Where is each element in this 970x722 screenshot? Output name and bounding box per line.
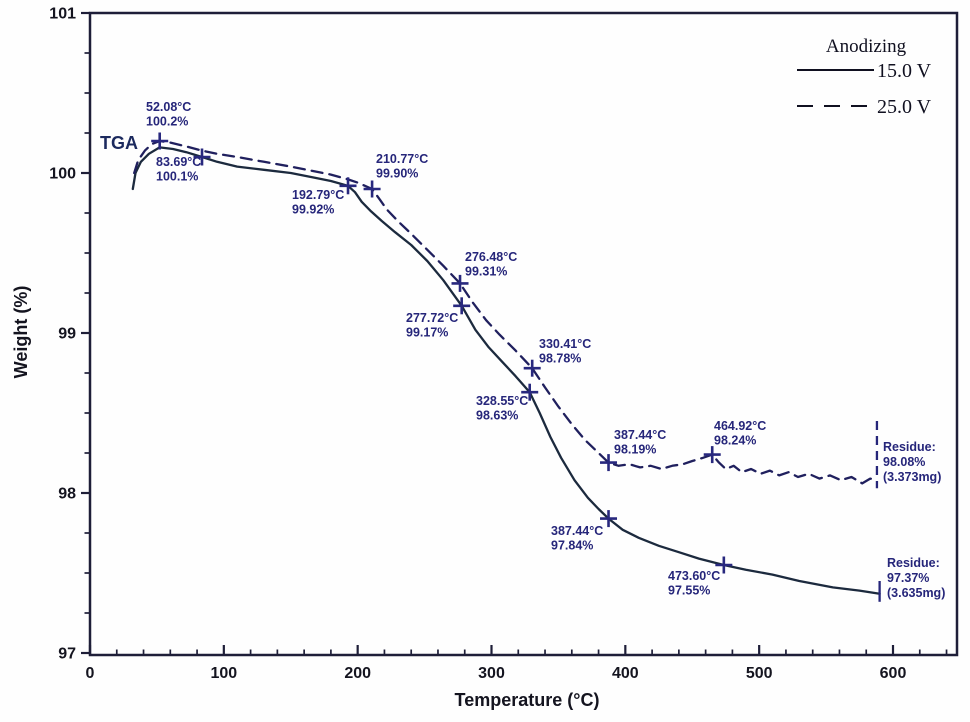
annotation-label: 192.79°C99.92% [292, 188, 344, 217]
x-tick-label: 600 [880, 665, 907, 682]
annotation-line: 328.55°C [476, 394, 528, 408]
annotation-label: 210.77°C99.90% [376, 152, 428, 181]
annotation-line: 99.31% [465, 265, 507, 279]
annotation-label: 473.60°C97.55% [668, 569, 720, 598]
annotation-line: 98.24% [714, 434, 756, 448]
annotation-line: 98.63% [476, 409, 518, 423]
point-marker [523, 359, 541, 377]
point-marker [363, 180, 381, 198]
annotation-line: 99.90% [376, 167, 418, 181]
annotation-line: 276.48°C [465, 250, 517, 264]
annotation-label: 277.72°C99.17% [406, 311, 458, 340]
annotation-line: 97.55% [668, 584, 710, 598]
point-marker [600, 510, 618, 528]
annotation-label: 328.55°C98.63% [476, 394, 528, 423]
annotation-label: 464.92°C98.24% [714, 419, 766, 448]
annotation-line: 100.2% [146, 115, 188, 129]
annotation-line: 387.44°C [614, 428, 666, 442]
x-tick-label: 200 [344, 665, 371, 682]
curve-150v [131, 146, 881, 595]
point-marker [521, 383, 539, 401]
y-axis-title: Weight (%) [11, 286, 31, 379]
annotation-line: 52.08°C [146, 100, 191, 114]
y-tick-label: 98 [58, 486, 76, 503]
annotation-line: 97.84% [551, 539, 593, 553]
x-tick-label: 0 [86, 665, 95, 682]
residue-label-line: Residue: [887, 556, 940, 570]
point-marker [453, 297, 471, 315]
x-axis-title: Temperature (°C) [455, 690, 600, 710]
tga-label: TGA [100, 133, 138, 153]
point-marker [193, 148, 211, 166]
annotation-label: 330.41°C98.78% [539, 337, 591, 366]
annotation-line: 100.1% [156, 170, 198, 184]
plot-frame [88, 11, 959, 657]
residue-label-line: 98.08% [883, 455, 925, 469]
annotation-line: 98.19% [614, 443, 656, 457]
annotation-line: 330.41°C [539, 337, 591, 351]
annotation-line: 98.78% [539, 352, 581, 366]
point-marker [151, 132, 169, 150]
annotation-line: 464.92°C [714, 419, 766, 433]
annotation-label: 276.48°C99.31% [465, 250, 517, 279]
y-axis: 97 98 99 100 101 [49, 6, 90, 663]
annotation-line: 210.77°C [376, 152, 428, 166]
x-tick-label: 400 [612, 665, 639, 682]
point-marker [451, 274, 469, 292]
annotation-line: 83.69°C [156, 155, 201, 169]
legend-entry-label: 25.0 V [877, 96, 932, 118]
x-tick-label: 500 [746, 665, 773, 682]
x-axis: 0 100 200 300 400 500 600 [86, 645, 948, 682]
annotation-line: 387.44°C [551, 524, 603, 538]
legend: Anodizing 15.0 V 25.0 V [797, 36, 932, 118]
x-tick-label: 100 [210, 665, 237, 682]
x-tick-label: 300 [478, 665, 505, 682]
annotation-line: 473.60°C [668, 569, 720, 583]
legend-title: Anodizing [826, 36, 907, 57]
annotation-line: 99.92% [292, 203, 334, 217]
point-marker [339, 177, 357, 195]
y-tick-label: 97 [58, 646, 76, 663]
annotation-line: 192.79°C [292, 188, 344, 202]
residues: Residue:98.08%(3.373mg)Residue:97.37%(3.… [875, 421, 945, 602]
y-tick-label: 101 [49, 6, 76, 23]
legend-entry-label: 15.0 V [877, 60, 932, 82]
annotation-label: 387.44°C98.19% [614, 428, 666, 457]
point-marker [715, 556, 733, 574]
point-marker [600, 454, 618, 472]
annotation-label: 387.44°C97.84% [551, 524, 603, 553]
residue-label-line: 97.37% [887, 571, 929, 585]
annotation-line: 277.72°C [406, 311, 458, 325]
residue-label-line: Residue: [883, 440, 936, 454]
point-marker [703, 446, 721, 464]
residue-label-line: (3.635mg) [887, 586, 945, 600]
annotation-line: 99.17% [406, 326, 448, 340]
y-tick-label: 100 [49, 166, 76, 183]
y-tick-label: 99 [58, 326, 76, 343]
residue-label-line: (3.373mg) [883, 470, 941, 484]
